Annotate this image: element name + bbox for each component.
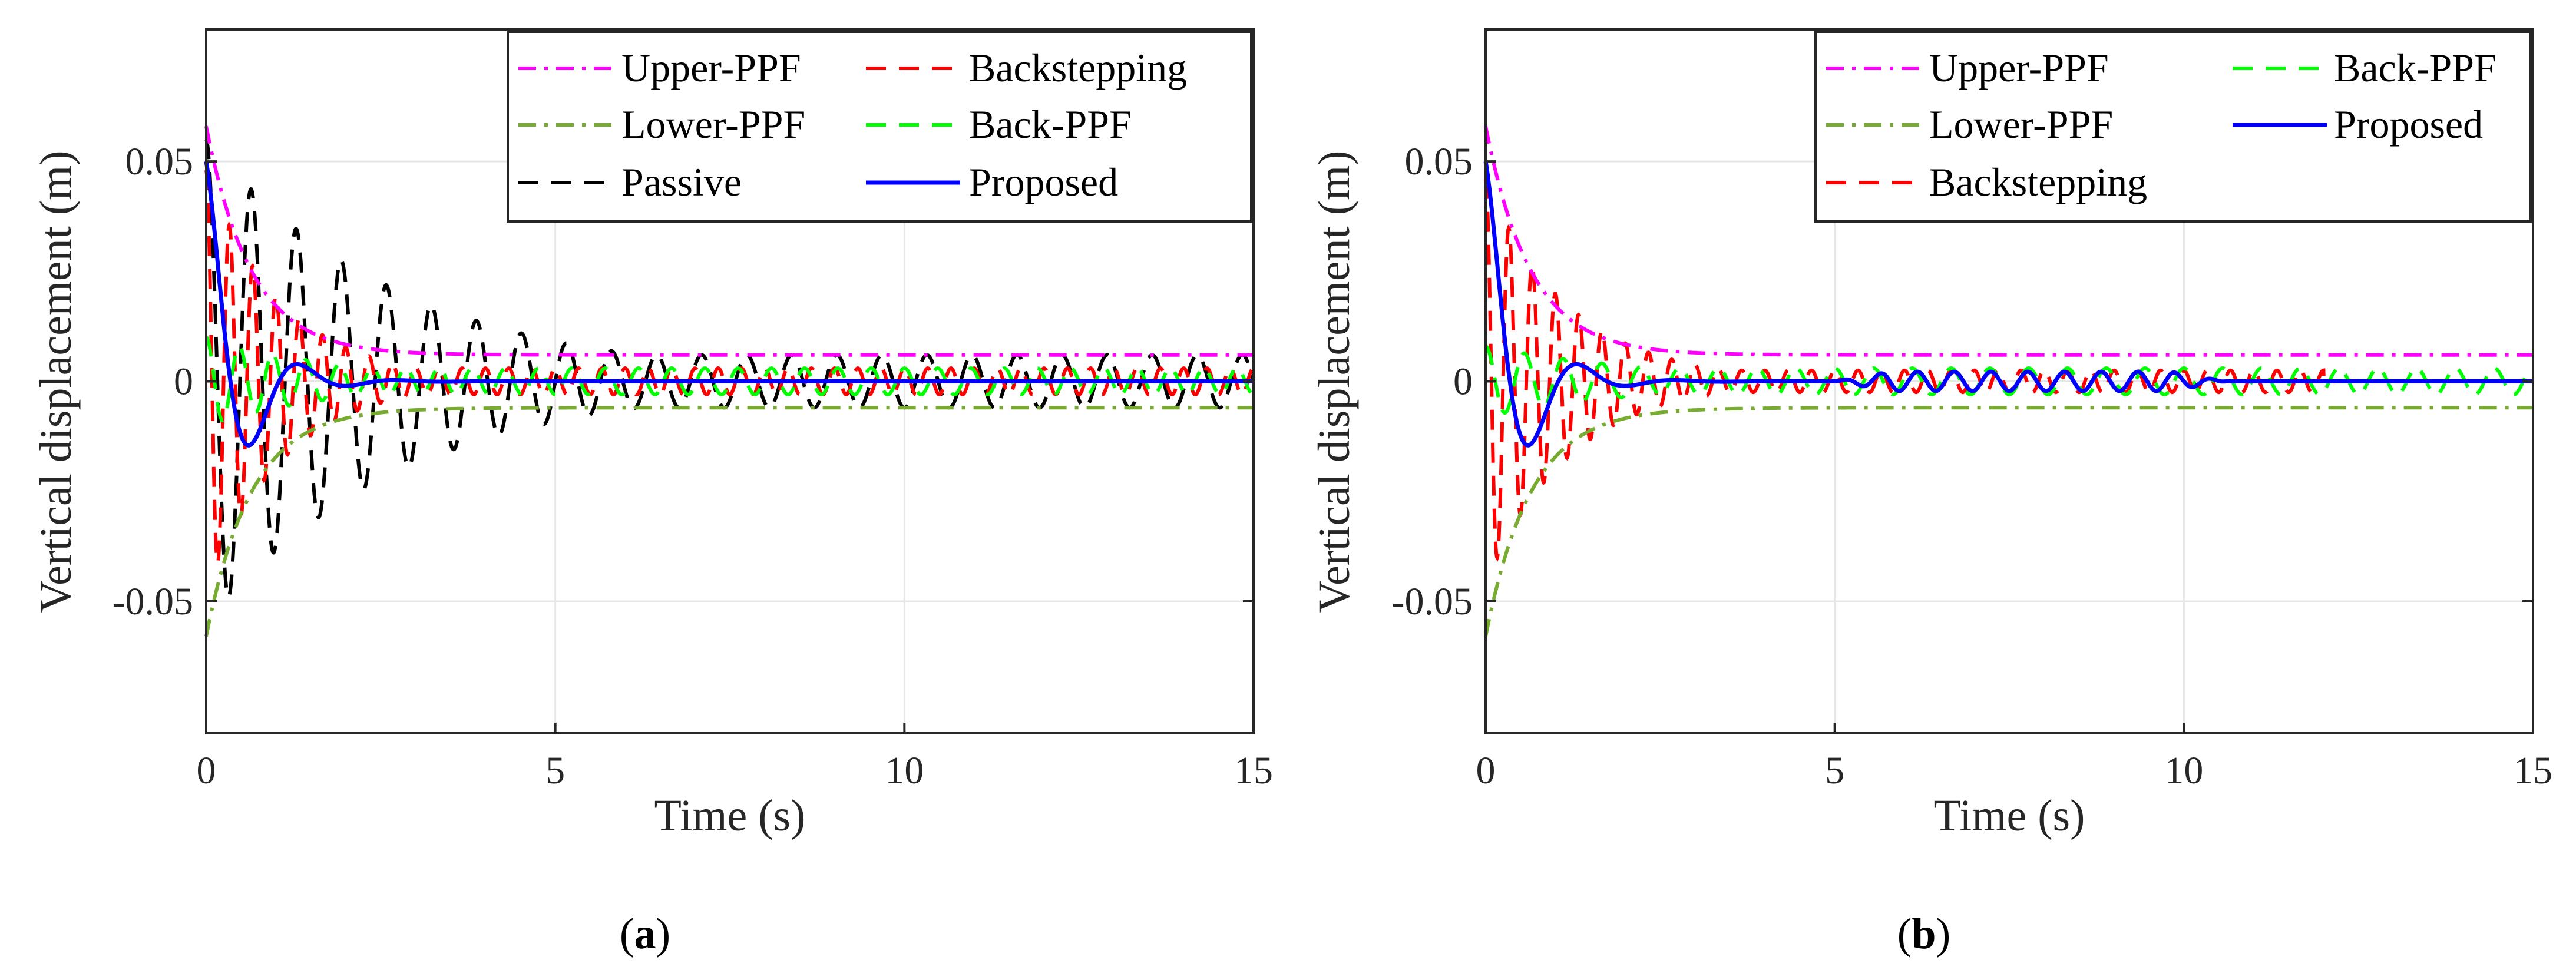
series-line-backstepping <box>204 170 1254 567</box>
series-line-proposed <box>204 161 1254 448</box>
x-axis-label-b: Time (s) <box>1934 791 2085 840</box>
x-tick-label: 5 <box>1825 749 1844 792</box>
series-a <box>204 125 1255 637</box>
legend-box-b <box>1814 31 2532 223</box>
legend-label-upper-ppf: Upper-PPF <box>1929 45 2109 90</box>
series-b <box>1483 125 2533 637</box>
y-axis-label-a: Vertical displacement (m) <box>31 150 81 613</box>
series-line-passive <box>204 138 1255 600</box>
x-tick-label: 15 <box>1234 749 1273 792</box>
legend-label-back-ppf: Back-PPF <box>969 102 1132 147</box>
legend-label-back-ppf: Back-PPF <box>2334 45 2496 90</box>
legend-label-proposed: Proposed <box>969 160 1118 204</box>
series-line-lower-ppf <box>204 406 1254 637</box>
legend-a: Upper-PPF Backstepping Lower-PPF Back-PP… <box>507 31 1252 223</box>
panel-letter-a: a <box>634 910 656 958</box>
x-tick-label: 0 <box>197 749 216 792</box>
y-tick-label: 0 <box>174 360 193 403</box>
series-line-lower-ppf <box>1484 406 2533 637</box>
legend-label-proposed: Proposed <box>2334 102 2483 147</box>
y-tick-label: -0.05 <box>113 580 193 623</box>
series-line-upper-ppf <box>1484 125 2533 357</box>
y-tick-label: 0.05 <box>125 140 194 183</box>
y-tick-label: 0.05 <box>1405 140 1473 183</box>
legend-label-lower-ppf: Lower-PPF <box>621 102 805 147</box>
ticks-b: 0 5 10 15 -0.05 0 0.05 <box>1392 29 2552 792</box>
y-axis-label-b: Vertical displacement (m) <box>1310 150 1359 613</box>
x-tick-label: 10 <box>2164 749 2203 792</box>
y-tick-label: -0.05 <box>1392 580 1473 623</box>
x-tick-label: 5 <box>545 749 565 792</box>
legend-label-passive: Passive <box>621 160 742 204</box>
legend-label-lower-ppf: Lower-PPF <box>1929 102 2113 147</box>
panel-letter-b: b <box>1912 910 1936 958</box>
x-axis-label-a: Time (s) <box>654 791 806 840</box>
x-tick-label: 10 <box>885 749 924 792</box>
panel-label-b: (b) <box>1897 910 1950 958</box>
legend-label-backstepping: Backstepping <box>1929 160 2147 204</box>
ticks-a: 0 5 10 15 -0.05 0 0.05 <box>113 29 1273 792</box>
legend-label-backstepping: Backstepping <box>969 45 1187 90</box>
y-tick-label: 0 <box>1453 360 1473 403</box>
legend-label-upper-ppf: Upper-PPF <box>621 45 801 90</box>
series-line-back-ppf <box>1484 344 2533 415</box>
panel-a: 0 5 10 15 -0.05 0 0.05 Time (s) Vertical displ… <box>31 28 1273 958</box>
legend-b: Upper-PPF Back-PPF Lower-PPF Proposed Ba… <box>1814 31 2532 223</box>
x-tick-label: 0 <box>1476 749 1496 792</box>
x-tick-label: 15 <box>2514 749 2552 792</box>
series-line-upper-ppf <box>204 125 1254 357</box>
series-line-proposed <box>1483 161 2533 448</box>
panel-label-a: (a) <box>620 910 670 958</box>
panel-b: 0 5 10 15 -0.05 0 0.05 Time (s) Vertical displ… <box>1310 28 2552 958</box>
